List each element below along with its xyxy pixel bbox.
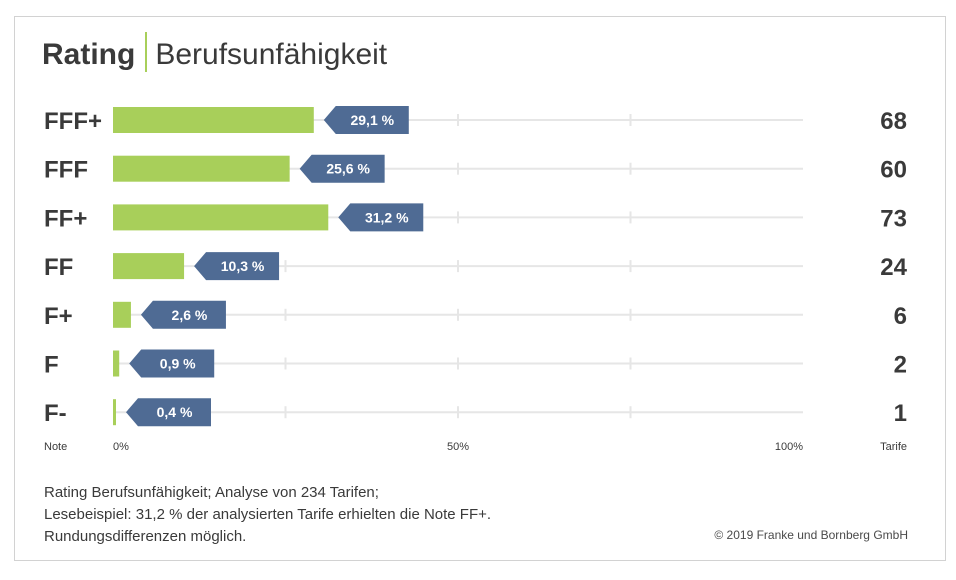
value-badge	[129, 349, 215, 378]
category-label: FFF	[44, 157, 88, 184]
count-label: 73	[880, 205, 907, 232]
bar	[113, 155, 290, 182]
count-label: 1	[894, 400, 907, 427]
count-label: 68	[880, 108, 907, 135]
count-label: 24	[880, 254, 907, 281]
title-light: Berufsunfähigkeit	[155, 38, 388, 71]
category-label: FF+	[44, 205, 87, 232]
value-label: 0,9 %	[160, 356, 196, 372]
value-badge	[126, 398, 211, 427]
value-label: 31,2 %	[365, 209, 409, 225]
footnote-line-3: Rundungsdifferenzen möglich.	[44, 528, 247, 545]
value-badge	[338, 203, 424, 232]
footnote: Rating Berufsunfähigkeit; Analyse von 23…	[44, 482, 491, 548]
category-label: FF	[44, 254, 73, 281]
value-badge	[323, 106, 409, 134]
count-label: 60	[880, 157, 907, 184]
bar	[113, 350, 120, 377]
copyright: © 2019 Franke und Bornberg GmbH	[714, 528, 908, 542]
chart-title: Rating Berufsunfähigkeit	[42, 32, 387, 72]
value-label: 10,3 %	[221, 258, 265, 274]
category-label: F-	[44, 400, 67, 427]
footnote-line-1: Rating Berufsunfähigkeit; Analyse von 23…	[44, 484, 379, 501]
x-tick-label: 100%	[775, 441, 803, 453]
footnote-line-2: Lesebeispiel: 31,2 % der analysierten Ta…	[44, 506, 492, 523]
bar	[113, 253, 185, 280]
bar	[113, 399, 116, 426]
title-bold: Rating	[42, 38, 136, 71]
tarife-header: Tarife	[880, 441, 907, 453]
category-label: F+	[44, 303, 73, 330]
x-tick-label: 0%	[113, 441, 129, 453]
bar	[113, 107, 314, 133]
value-label: 25,6 %	[326, 161, 370, 177]
bar	[113, 301, 131, 328]
chart-card	[14, 16, 946, 561]
category-label: F	[44, 352, 59, 379]
count-label: 6	[894, 303, 907, 330]
value-label: 29,1 %	[350, 112, 394, 128]
x-tick-label: 50%	[447, 441, 469, 453]
value-label: 2,6 %	[172, 307, 208, 323]
value-badge	[299, 154, 385, 183]
value-label: 0,4 %	[157, 404, 193, 420]
value-badge	[140, 300, 226, 329]
count-label: 2	[894, 352, 907, 379]
note-header: Note	[44, 441, 67, 453]
value-badge	[194, 252, 280, 281]
category-label: FFF+	[44, 108, 102, 135]
bar	[113, 204, 329, 231]
title-separator	[145, 32, 148, 72]
